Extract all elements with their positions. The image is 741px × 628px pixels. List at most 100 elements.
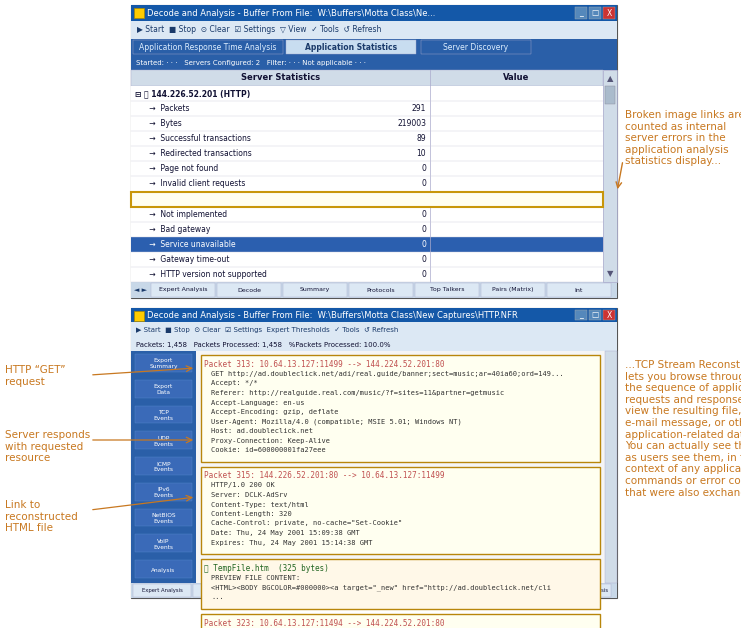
- Text: ▼: ▼: [607, 269, 614, 278]
- Text: →  Not implemented: → Not implemented: [135, 210, 227, 219]
- Text: Internal Observer: Internal Observer: [499, 588, 545, 593]
- Text: Server Discovery: Server Discovery: [443, 43, 508, 51]
- Text: 0: 0: [421, 240, 426, 249]
- FancyBboxPatch shape: [135, 560, 192, 578]
- FancyBboxPatch shape: [134, 311, 144, 321]
- Text: ▶ Start  ■ Stop  ⊙ Clear  ☑ Settings  ▽ View  ✓ Tools  ↺ Refresh: ▶ Start ■ Stop ⊙ Clear ☑ Settings ▽ View…: [137, 26, 382, 35]
- FancyBboxPatch shape: [575, 7, 587, 19]
- FancyBboxPatch shape: [131, 55, 617, 70]
- FancyBboxPatch shape: [133, 40, 283, 54]
- FancyBboxPatch shape: [135, 380, 192, 398]
- FancyBboxPatch shape: [133, 584, 191, 597]
- FancyBboxPatch shape: [201, 355, 600, 462]
- FancyBboxPatch shape: [131, 322, 617, 338]
- Text: →  Bytes: → Bytes: [135, 119, 182, 128]
- Text: Content-Length: 320: Content-Length: 320: [211, 511, 292, 517]
- Text: Accept: */*: Accept: */*: [211, 381, 258, 386]
- Text: →  Redirected transactions: → Redirected transactions: [135, 149, 252, 158]
- FancyBboxPatch shape: [481, 283, 545, 297]
- Text: ▲: ▲: [607, 74, 614, 83]
- FancyBboxPatch shape: [134, 8, 144, 18]
- Text: ▶ Start  ■ Stop  ⊙ Clear  ☑ Settings  Expert Thresholds  ✓ Tools  ↺ Refresh: ▶ Start ■ Stop ⊙ Clear ☑ Settings Expert…: [136, 327, 399, 333]
- Text: Summary: Summary: [269, 588, 295, 593]
- Text: Proxy-Connection: Keep-Alive: Proxy-Connection: Keep-Alive: [211, 438, 330, 443]
- FancyBboxPatch shape: [131, 308, 617, 322]
- FancyBboxPatch shape: [131, 308, 617, 598]
- Text: Int: Int: [575, 288, 583, 293]
- FancyBboxPatch shape: [313, 584, 371, 597]
- FancyBboxPatch shape: [589, 7, 601, 19]
- FancyBboxPatch shape: [131, 101, 603, 116]
- Text: □: □: [591, 9, 599, 18]
- FancyBboxPatch shape: [131, 131, 603, 146]
- Text: →  Page not found: → Page not found: [135, 165, 219, 173]
- FancyBboxPatch shape: [547, 283, 611, 297]
- Text: HTTP/1.0 200 OK: HTTP/1.0 200 OK: [211, 482, 275, 489]
- FancyBboxPatch shape: [286, 40, 416, 54]
- Text: Packet 313: 10.64.13.127:11499 --> 144.224.52.201:80: Packet 313: 10.64.13.127:11499 --> 144.2…: [204, 360, 445, 369]
- Text: GET http://ad.doubleclick.net/adi/real.guide/banner;sect=music;ar=40ia60;ord=149: GET http://ad.doubleclick.net/adi/real.g…: [211, 371, 564, 377]
- FancyBboxPatch shape: [575, 310, 587, 320]
- Text: Packet 315: 144.226.52.201:80 --> 10.64.13.127:11499: Packet 315: 144.226.52.201:80 --> 10.64.…: [204, 472, 445, 480]
- Text: Export
Summary: Export Summary: [149, 359, 178, 369]
- Text: X: X: [606, 310, 611, 320]
- Text: Top Talkers: Top Talkers: [388, 588, 416, 593]
- FancyBboxPatch shape: [131, 21, 617, 39]
- Text: 193: 193: [411, 195, 426, 203]
- FancyBboxPatch shape: [131, 86, 603, 101]
- FancyBboxPatch shape: [131, 116, 603, 131]
- Text: Server: DCLK-AdSrv: Server: DCLK-AdSrv: [211, 492, 288, 498]
- Text: Application Response Time Analysis: Application Response Time Analysis: [139, 43, 276, 51]
- Text: Host: ad.doubleclick.net: Host: ad.doubleclick.net: [211, 428, 313, 434]
- Text: Broken image links are
counted as internal
server errors in the
application anal: Broken image links are counted as intern…: [625, 110, 741, 166]
- Text: Decode: Decode: [212, 588, 232, 593]
- FancyBboxPatch shape: [603, 7, 615, 19]
- Text: Packets: 1,458   Packets Processed: 1,458   %Packets Processed: 100.0%: Packets: 1,458 Packets Processed: 1,458 …: [136, 342, 391, 347]
- Text: User-Agent: Mozilla/4.0 (compatible; MSIE 5.01; Windows NT): User-Agent: Mozilla/4.0 (compatible; MSI…: [211, 418, 462, 425]
- FancyBboxPatch shape: [135, 509, 192, 526]
- Text: Packet 323: 10.64.13.127:11494 --> 144.224.52.201:80: Packet 323: 10.64.13.127:11494 --> 144.2…: [204, 619, 445, 627]
- FancyBboxPatch shape: [131, 192, 603, 207]
- Text: Value: Value: [503, 73, 530, 82]
- Text: Application Analysis: Application Analysis: [556, 588, 608, 593]
- FancyBboxPatch shape: [151, 283, 215, 297]
- Text: Decode: Decode: [237, 288, 261, 293]
- FancyBboxPatch shape: [131, 222, 603, 237]
- Text: Top Talkers: Top Talkers: [430, 288, 465, 293]
- Text: Server Statistics: Server Statistics: [241, 73, 320, 82]
- Text: Cookie: id=600000001fa27eee: Cookie: id=600000001fa27eee: [211, 447, 326, 453]
- Text: Pairs (Matrix): Pairs (Matrix): [445, 588, 479, 593]
- Text: 219003: 219003: [397, 119, 426, 128]
- Text: Expires: Thu, 24 May 2001 15:14:38 GMT: Expires: Thu, 24 May 2001 15:14:38 GMT: [211, 539, 373, 546]
- Text: →  Invalid client requests: → Invalid client requests: [135, 180, 245, 188]
- FancyBboxPatch shape: [433, 584, 491, 597]
- FancyBboxPatch shape: [131, 70, 603, 86]
- Text: Referer: http://realguide.real.com/music/?f=sites=11&partner=getmusic: Referer: http://realguide.real.com/music…: [211, 390, 504, 396]
- Text: →  Packets: → Packets: [135, 104, 190, 113]
- Text: →  Gateway time-out: → Gateway time-out: [135, 255, 230, 264]
- FancyBboxPatch shape: [603, 310, 615, 320]
- FancyBboxPatch shape: [373, 584, 431, 597]
- FancyBboxPatch shape: [253, 584, 311, 597]
- Text: 0: 0: [421, 255, 426, 264]
- FancyBboxPatch shape: [135, 534, 192, 552]
- Text: ⊟ 🟡 144.226.52.201 (HTTP): ⊟ 🟡 144.226.52.201 (HTTP): [135, 89, 250, 98]
- Text: Decode and Analysis - Buffer From File:  W:\Buffers\Motta Class\Ne...: Decode and Analysis - Buffer From File: …: [147, 9, 436, 18]
- Text: □: □: [591, 310, 599, 320]
- FancyBboxPatch shape: [131, 252, 603, 267]
- FancyBboxPatch shape: [131, 39, 617, 55]
- FancyBboxPatch shape: [603, 70, 617, 282]
- Text: <HTML><BODY BGCOLOR=#000000><a target="_new" href="http://ad.doubleclick.net/cli: <HTML><BODY BGCOLOR=#000000><a target="_…: [211, 585, 551, 591]
- FancyBboxPatch shape: [131, 146, 603, 161]
- FancyBboxPatch shape: [135, 483, 192, 501]
- FancyBboxPatch shape: [605, 351, 617, 583]
- FancyBboxPatch shape: [131, 176, 603, 192]
- Text: Accept-Encoding: gzip, deflate: Accept-Encoding: gzip, deflate: [211, 409, 339, 415]
- Text: 10: 10: [416, 149, 426, 158]
- Text: Date: Thu, 24 May 2001 15:09:38 GMT: Date: Thu, 24 May 2001 15:09:38 GMT: [211, 530, 359, 536]
- FancyBboxPatch shape: [201, 467, 600, 554]
- FancyBboxPatch shape: [131, 192, 603, 207]
- Text: →  HTTP version not supported: → HTTP version not supported: [135, 270, 267, 279]
- Text: ...: ...: [211, 594, 224, 600]
- Text: Link to
reconstructed
HTML file: Link to reconstructed HTML file: [5, 500, 78, 533]
